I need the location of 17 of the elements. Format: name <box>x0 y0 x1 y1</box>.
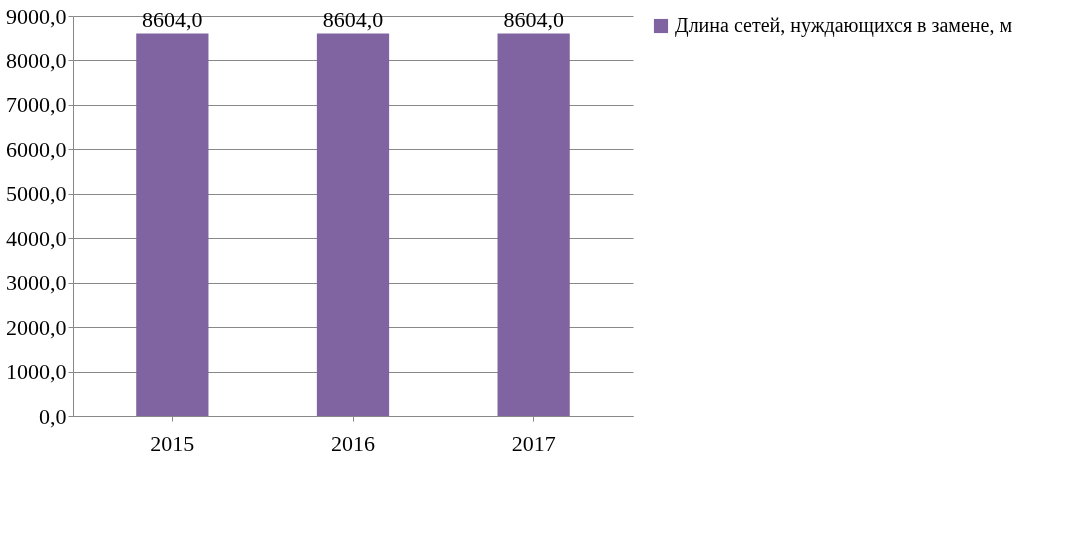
y-tick-label: 7000,0 <box>6 92 67 118</box>
y-tick-label: 6000,0 <box>6 136 67 162</box>
y-tick-label: 8000,0 <box>6 47 67 73</box>
y-tick-label: 2000,0 <box>6 314 67 340</box>
y-tick-label: 0,0 <box>39 403 67 429</box>
x-tick-label: 2017 <box>511 430 556 456</box>
data-label: 8604,0 <box>503 6 564 32</box>
x-tick-label: 2015 <box>150 430 195 456</box>
data-label: 8604,0 <box>142 6 203 32</box>
y-tick-label: 1000,0 <box>6 359 67 385</box>
legend-label: Длина сетей, нуждающихся в замене, м <box>675 14 1013 37</box>
y-tick-label: 4000,0 <box>6 225 67 251</box>
y-tick-label: 5000,0 <box>6 181 67 207</box>
data-label: 8604,0 <box>322 6 384 32</box>
y-tick-label: 9000,0 <box>6 3 67 29</box>
y-tick-label: 3000,0 <box>6 270 67 296</box>
x-tick-label: 2016 <box>331 430 375 456</box>
